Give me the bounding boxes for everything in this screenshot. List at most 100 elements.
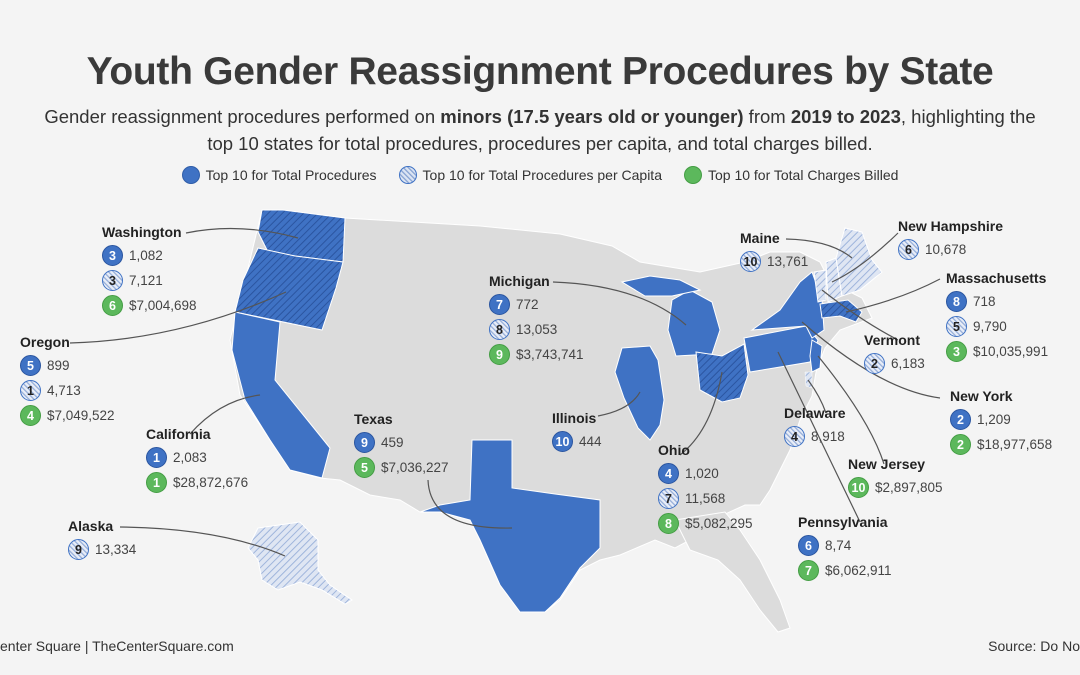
stat-value: $7,049,522 [47,408,115,423]
stat-value: 459 [381,435,404,450]
state-name: Delaware [784,405,846,421]
rank-badge-charges: 8 [658,513,679,534]
subtitle-line-2: top 10 states for total procedures, proc… [207,133,873,154]
stat-value: $28,872,676 [173,475,249,490]
legend: Top 10 for Total Procedures Top 10 for T… [0,166,1080,184]
stat-value: $5,082,295 [685,516,753,531]
stat-row-charges: 1 $28,872,676 [146,470,248,495]
rank-badge-total: 3 [102,245,123,266]
rank-badge-total: 10 [552,431,573,452]
subtitle-text-1: Gender reassignment procedures performed… [44,106,441,127]
stat-value: 13,761 [767,254,809,269]
stat-row-charges: 4 $7,049,522 [20,403,115,428]
vermont-shape [813,269,827,303]
rank-badge-charges: 6 [102,295,123,316]
stat-value: 718 [973,294,996,309]
stat-row-capita: 6 10,678 [898,237,1003,262]
rank-badge-charges: 9 [489,344,510,365]
legend-label-charges: Top 10 for Total Charges Billed [707,167,899,183]
rank-badge-total: 9 [354,432,375,453]
state-name: Ohio [658,442,690,458]
stat-row-charges: 2 $18,977,658 [950,432,1052,457]
rank-badge-total: 6 [798,535,819,556]
maine-shape [835,227,883,297]
texas-shape [419,439,601,613]
rank-badge-capita: 9 [68,539,89,560]
stat-row-capita: 4 8,918 [784,424,845,449]
state-name: New Jersey [848,456,926,472]
stat-value: $7,036,227 [381,460,449,475]
rank-badge-charges: 3 [946,341,967,362]
stat-value: 6,183 [891,356,925,371]
state-name: Washington [102,224,182,240]
stat-row-total: 10 444 [552,429,602,454]
state-label-illinois: Illinois 10 444 [552,410,602,454]
rank-badge-total: 7 [489,294,510,315]
rank-badge-capita: 6 [898,239,919,260]
florida-shape [674,511,791,633]
state-label-michigan: Michigan 7 772 8 13,053 9 $3,743,741 [489,273,584,367]
rank-badge-capita: 1 [20,380,41,401]
state-name: Massachusetts [946,270,1047,286]
stat-value: $6,062,911 [825,563,892,578]
stat-value: 2,083 [173,450,207,465]
stat-value: $3,743,741 [516,347,584,362]
stat-row-total: 9 459 [354,430,449,455]
page-title: Youth Gender Reassignment Procedures by … [86,50,994,93]
state-label-texas: Texas 9 459 5 $7,036,227 [354,411,449,480]
rank-badge-total: 8 [946,291,967,312]
stat-row-capita: 10 13,761 [740,249,808,274]
rank-badge-total: 1 [146,447,167,468]
rank-badge-capita: 5 [946,316,967,337]
oregon-shape [234,247,344,331]
state-label-washington: Washington 3 1,082 3 7,121 6 $7,004,698 [102,224,197,318]
state-name: Vermont [864,332,921,348]
stat-value: $2,897,805 [875,480,943,495]
stat-row-capita: 7 11,568 [658,486,753,511]
rank-badge-capita: 8 [489,319,510,340]
legend-item-charges: Top 10 for Total Charges Billed [683,166,899,184]
state-name: Alaska [68,518,114,534]
stat-row-total: 5 899 [20,353,115,378]
stat-row-charges: 5 $7,036,227 [354,455,449,480]
state-name: Michigan [489,273,550,289]
stat-row-charges: 7 $6,062,911 [798,558,892,583]
solid-dot-icon [181,166,200,184]
stat-row-charges: 6 $7,004,698 [102,293,197,318]
rank-badge-charges: 7 [798,560,819,581]
rank-badge-capita: 10 [740,251,761,272]
stat-row-capita: 5 9,790 [946,314,1048,339]
subtitle-bold-2: 2019 to 2023 [790,106,901,127]
subtitle-bold-1: minors (17.5 years old or younger) [440,106,744,127]
legend-label-capita: Top 10 for Total Procedures per Capita [422,167,662,183]
state-label-oregon: Oregon 5 899 1 4,713 4 $7,049,522 [20,334,115,428]
legend-label-total: Top 10 for Total Procedures [205,167,377,183]
rank-badge-charges: 1 [146,472,167,493]
leader-lines [69,227,941,557]
stat-value: $18,977,658 [977,437,1053,452]
stat-value: 1,020 [685,466,719,481]
california-shape [231,311,331,479]
stat-value: 1,209 [977,412,1011,427]
stat-value: 9,790 [973,319,1007,334]
legend-item-capita: Top 10 for Total Procedures per Capita [398,166,662,184]
stat-row-total: 6 8,74 [798,533,892,558]
massachusetts-shape [819,299,863,323]
state-label-new-york: New York 2 1,209 2 $18,977,658 [950,388,1052,457]
stat-value: 1,082 [129,248,163,263]
stat-row-capita: 3 7,121 [102,268,197,293]
state-name: Illinois [552,410,597,426]
stat-row-total: 8 718 [946,289,1048,314]
state-label-delaware: Delaware 4 8,918 [784,405,845,449]
stat-value: 772 [516,297,539,312]
state-name: New York [950,388,1013,404]
state-label-ohio: Ohio 4 1,020 7 11,568 8 $5,082,295 [658,442,753,536]
stat-value: 8,918 [811,429,845,444]
rank-badge-charges: 10 [848,477,869,498]
rank-badge-total: 2 [950,409,971,430]
stat-row-charges: 3 $10,035,991 [946,339,1048,364]
footer-credit: enter Square | TheCenterSquare.com [0,638,234,654]
state-label-maine: Maine 10 13,761 [740,230,808,274]
legend-item-total: Top 10 for Total Procedures [181,166,377,184]
